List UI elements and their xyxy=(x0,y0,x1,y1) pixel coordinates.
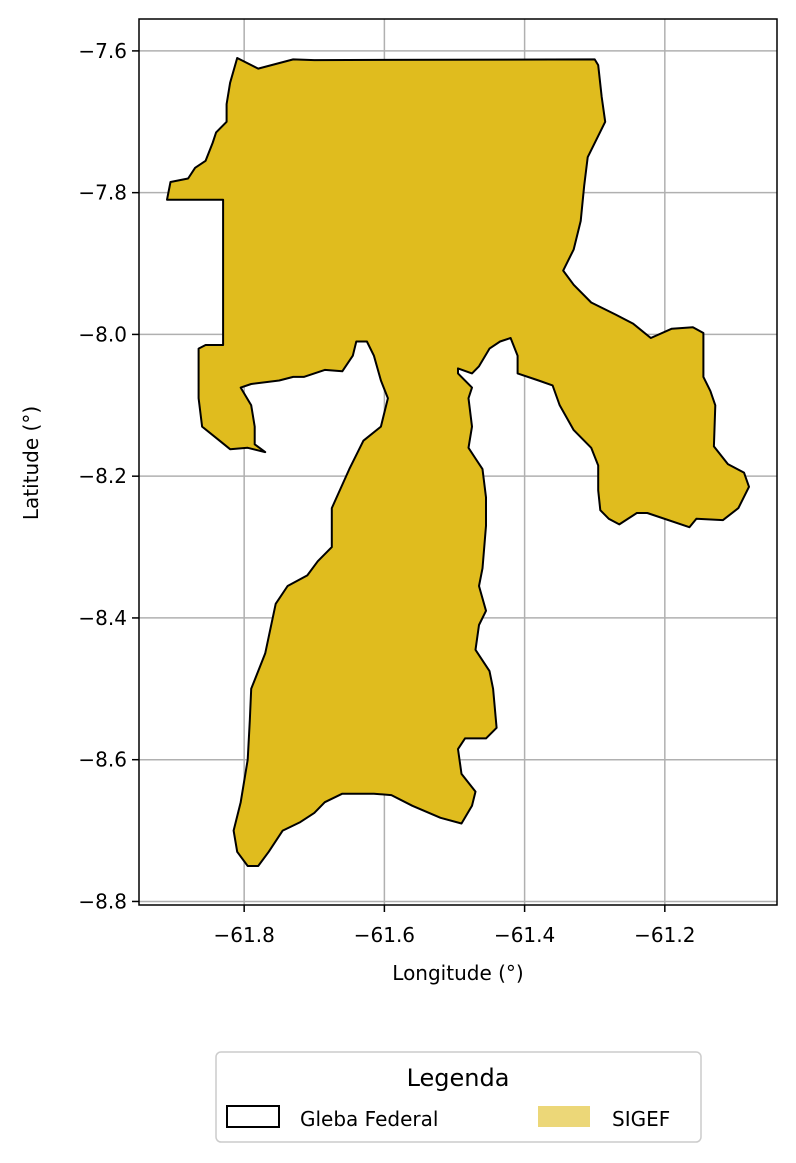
x-tick-label-1: −61.6 xyxy=(354,923,415,947)
legend-label-gleba-federal: Gleba Federal xyxy=(300,1107,438,1131)
y-axis-title: Latitude (°) xyxy=(19,406,43,520)
legend-swatch-sigef xyxy=(538,1106,590,1127)
y-tick-label-3: −8.2 xyxy=(78,464,127,488)
plot-area: −61.8 −61.6 −61.4 −61.2 −7.6 −7.8 −8.0 −8.2 −8.… xyxy=(78,18,778,947)
y-tick-label-4: −8.4 xyxy=(78,606,127,630)
legend-title: Legenda xyxy=(407,1064,510,1092)
x-tick-label-2: −61.4 xyxy=(494,923,555,947)
legend-swatch-gleba-federal xyxy=(226,1105,280,1128)
y-tick-label-0: −7.6 xyxy=(78,39,127,63)
x-tick-label-3: −61.2 xyxy=(634,923,695,947)
y-tick-label-6: −8.8 xyxy=(78,889,127,913)
y-tick-label-5: −8.6 xyxy=(78,748,127,772)
x-axis-ticks: −61.8 −61.6 −61.4 −61.2 xyxy=(214,905,695,947)
axes-frame xyxy=(138,18,778,906)
y-axis-ticks: −7.6 −7.8 −8.0 −8.2 −8.4 −8.6 −8.8 xyxy=(78,39,139,913)
x-axis-title: Longitude (°) xyxy=(392,961,523,985)
y-tick-label-2: −8.0 xyxy=(78,322,127,346)
legend: Legenda Gleba Federal SIGEF xyxy=(215,1051,702,1143)
y-tick-label-1: −7.8 xyxy=(78,181,127,205)
x-tick-label-0: −61.8 xyxy=(214,923,275,947)
legend-label-sigef: SIGEF xyxy=(612,1107,670,1131)
sigef-region-polygon xyxy=(166,57,750,867)
